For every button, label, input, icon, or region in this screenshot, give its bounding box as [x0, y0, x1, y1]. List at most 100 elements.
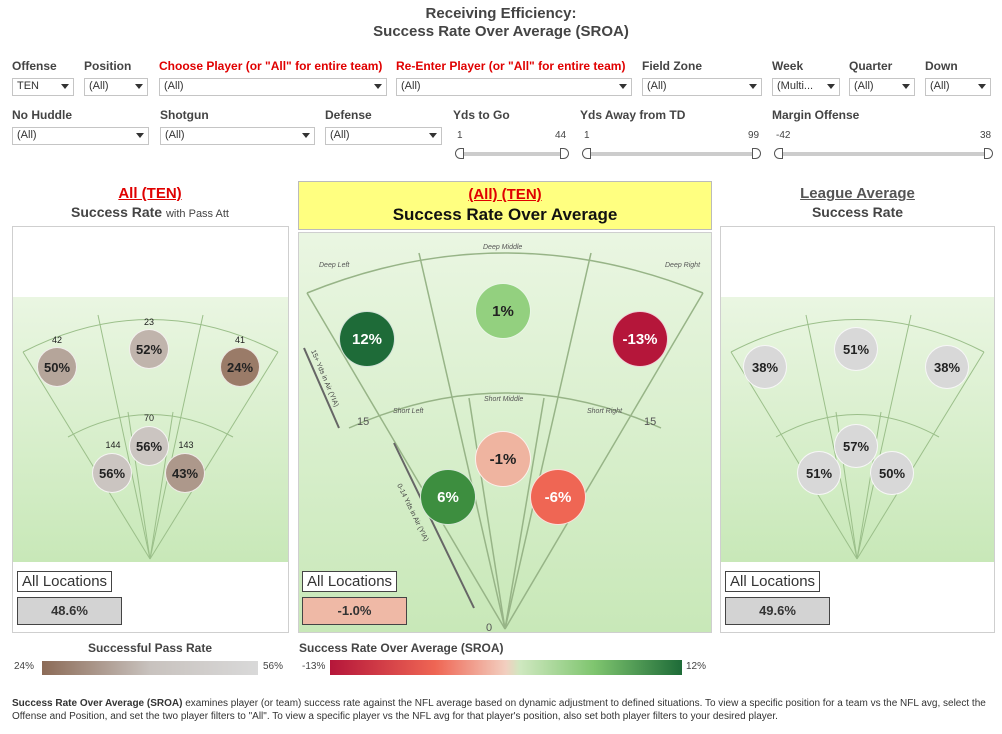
filter-label-field-zone: Field Zone [642, 59, 702, 73]
filter-label-choose-player: Choose Player (or "All" for entire team) [159, 59, 383, 73]
right-zone-deep-right[interactable]: 38% [925, 345, 969, 389]
center-panel-heading[interactable]: (All) (TEN) [468, 186, 542, 203]
quarter-dropdown[interactable]: (All) [849, 78, 915, 96]
chevron-down-icon [902, 84, 910, 89]
yds-to-go-max: 44 [555, 130, 567, 141]
right-zone-short-left[interactable]: 51% [797, 451, 841, 495]
reenter-player-dropdown[interactable]: (All) [396, 78, 632, 96]
offense-value: TEN [17, 80, 39, 92]
center-zone-deep-left[interactable]: 12% [339, 311, 395, 367]
position-dropdown[interactable]: (All) [84, 78, 148, 96]
yds-away-min: 1 [584, 130, 590, 141]
shotgun-dropdown[interactable]: (All) [160, 127, 315, 145]
filter-label-offense: Offense [12, 59, 57, 73]
quarter-value: (All) [854, 80, 874, 92]
right-zone-deep-left[interactable]: 38% [743, 345, 787, 389]
footer-text: Success Rate Over Average (SROA) examine… [12, 697, 987, 723]
left-zone-deep-middle[interactable]: 52% [129, 329, 169, 369]
center-zone-deep-middle[interactable]: 1% [475, 283, 531, 339]
left-legend-title: Successful Pass Rate [87, 641, 213, 655]
left-zone-short-left[interactable]: 56% [92, 453, 132, 493]
down-dropdown[interactable]: (All) [925, 78, 991, 96]
offense-dropdown[interactable]: TEN [12, 78, 74, 96]
left-legend-max: 56% [263, 661, 284, 672]
right-field-lines [730, 314, 985, 560]
chevron-down-icon [619, 84, 627, 89]
chevron-down-icon [302, 133, 310, 138]
slider-label-yds-to-go: Yds to Go [453, 108, 510, 122]
margin-min: -42 [776, 130, 791, 141]
center-panel-subtitle: Success Rate Over Average [392, 205, 618, 224]
no-huddle-dropdown[interactable]: (All) [12, 127, 149, 145]
deep-right-label: Deep Right [665, 262, 701, 269]
center-field-lines: Deep Left Deep Middle Deep Right Short L… [303, 244, 704, 632]
left-panel-heading[interactable]: All (TEN) [118, 185, 182, 202]
filter-label-quarter: Quarter [849, 59, 893, 73]
left-subtitle-small: with Pass Att [165, 208, 229, 220]
chevron-down-icon [827, 84, 835, 89]
right-panel-heading[interactable]: League Average [800, 185, 915, 202]
left-panel-subtitle: Success Rate with Pass Att [12, 204, 288, 220]
left-count-deep-right: 41 [234, 335, 245, 345]
left-zone-deep-left[interactable]: 50% [37, 347, 77, 387]
defense-dropdown[interactable]: (All) [325, 127, 442, 145]
yds-to-go-max-handle[interactable] [560, 148, 569, 159]
left-zone-deep-right[interactable]: 24% [220, 347, 260, 387]
center-heading-wrap: (All) (TEN) [299, 186, 711, 204]
margin-track[interactable] [779, 152, 991, 156]
yard-15-right: 15 [644, 416, 656, 428]
left-legend-min: 24% [14, 661, 35, 672]
shotgun-value: (All) [165, 129, 185, 141]
center-all-locations-label: All Locations [302, 571, 398, 592]
margin-max: 38 [980, 130, 992, 141]
center-zone-short-right[interactable]: -6% [530, 469, 586, 525]
margin-min-handle[interactable] [774, 148, 783, 159]
field-zone-dropdown[interactable]: (All) [642, 78, 762, 96]
center-legend-max: 12% [686, 661, 707, 672]
field-zone-value: (All) [647, 80, 667, 92]
reenter-player-value: (All) [401, 80, 421, 92]
center-all-locations-value: -1.0% [302, 597, 407, 625]
filter-label-reenter-player: Re-Enter Player (or "All" for entire tea… [396, 59, 626, 73]
left-field-lines [22, 314, 279, 560]
chevron-down-icon [136, 133, 144, 138]
yds-to-go-min-handle[interactable] [455, 148, 464, 159]
filter-label-down: Down [925, 59, 958, 73]
footer-body: examines player (or team) success rate a… [12, 698, 986, 722]
slider-label-margin: Margin Offense [772, 108, 860, 122]
chevron-down-icon [374, 84, 382, 89]
left-all-locations-value: 48.6% [17, 597, 122, 625]
deep-middle-label: Deep Middle [483, 244, 522, 251]
yds-to-go-min: 1 [457, 130, 463, 141]
no-huddle-value: (All) [17, 129, 37, 141]
right-panel-subtitle: Success Rate [811, 204, 904, 220]
chevron-down-icon [135, 84, 143, 89]
yds-away-max-handle[interactable] [752, 148, 761, 159]
short-middle-label: Short Middle [484, 396, 523, 403]
center-zone-deep-right[interactable]: -13% [612, 311, 668, 367]
right-zone-short-middle[interactable]: 57% [834, 424, 878, 468]
yds-away-track[interactable] [587, 152, 759, 156]
left-zone-short-right[interactable]: 43% [165, 453, 205, 493]
center-zone-short-middle[interactable]: -1% [475, 431, 531, 487]
chevron-down-icon [429, 133, 437, 138]
yds-to-go-track[interactable] [460, 152, 568, 156]
left-count-short-left: 144 [105, 440, 121, 450]
slider-label-yds-away: Yds Away from TD [580, 108, 686, 122]
dashboard-title-line1: Receiving Efficiency: [425, 5, 577, 22]
left-zone-short-middle[interactable]: 56% [129, 426, 169, 466]
right-zone-short-right[interactable]: 50% [870, 451, 914, 495]
left-all-locations-label: All Locations [17, 571, 113, 592]
choose-player-dropdown[interactable]: (All) [159, 78, 387, 96]
right-all-locations-label: All Locations [725, 571, 821, 592]
left-count-deep-middle: 23 [143, 317, 154, 327]
margin-max-handle[interactable] [984, 148, 993, 159]
yds-away-min-handle[interactable] [582, 148, 591, 159]
week-dropdown[interactable]: (Multi... [772, 78, 840, 96]
center-zone-short-left[interactable]: 6% [420, 469, 476, 525]
dashboard-title-line2: Success Rate Over Average (SROA) [373, 23, 629, 40]
yds-away-max: 99 [748, 130, 760, 141]
right-zone-deep-middle[interactable]: 51% [834, 327, 878, 371]
chevron-down-icon [978, 84, 986, 89]
left-legend-bar [42, 661, 258, 675]
